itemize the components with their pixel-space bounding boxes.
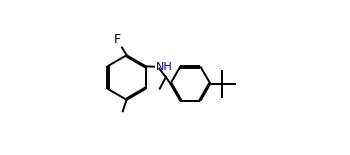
Text: NH: NH <box>156 62 173 72</box>
Text: F: F <box>114 33 121 46</box>
